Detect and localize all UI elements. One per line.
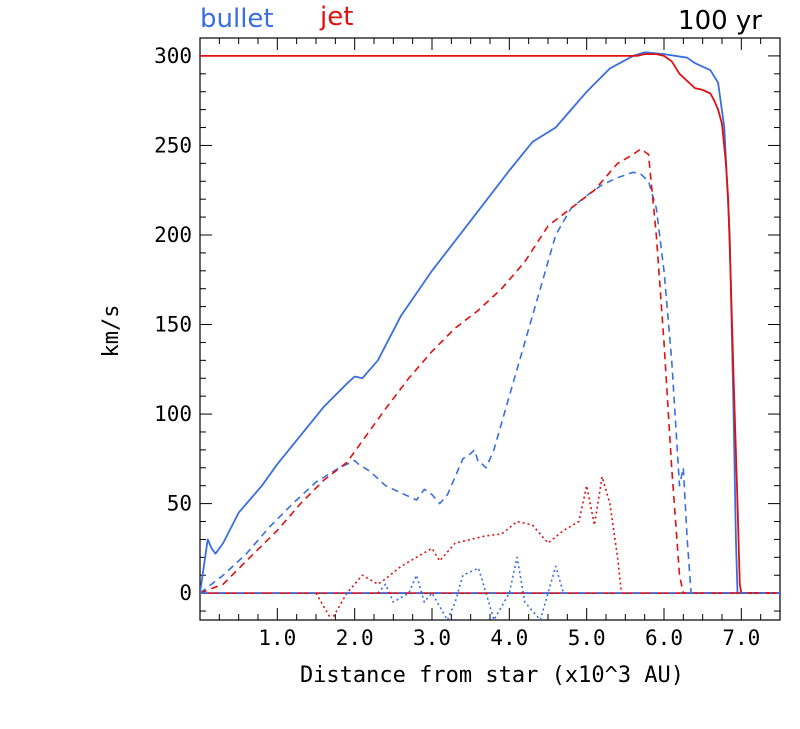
legend-jet: jet (319, 2, 353, 32)
plot-frame (199, 37, 781, 621)
y-axis-label: km/s (99, 305, 124, 358)
series-line-0 (200, 51, 780, 594)
axis-ticks (200, 38, 780, 620)
series-line-5 (315, 475, 623, 620)
y-tick-label: 200 (154, 223, 192, 247)
series-line-3 (200, 148, 780, 594)
x-tick-label: 2.0 (336, 626, 374, 650)
x-tick-label: 1.0 (258, 626, 296, 650)
axis-tick-labels: 1.0 2.0 3.0 4.0 5.0 6.0 7.0 0 50 100 150 200 250 300 (154, 44, 760, 650)
y-tick-label: 250 (154, 133, 192, 157)
series-line-1 (200, 53, 780, 594)
x-axis-label: Distance from star (x10^3 AU) (300, 663, 684, 688)
series-line-4 (377, 556, 565, 620)
y-tick-label: 0 (179, 581, 192, 605)
x-tick-label: 3.0 (413, 626, 451, 650)
y-tick-label: 300 (154, 44, 192, 68)
x-tick-label: 6.0 (645, 626, 683, 650)
y-tick-label: 150 (154, 313, 192, 337)
x-tick-label: 7.0 (722, 626, 760, 650)
x-tick-label: 4.0 (490, 626, 528, 650)
y-tick-label: 50 (167, 492, 192, 516)
x-tick-label: 5.0 (568, 626, 606, 650)
y-tick-label: 100 (154, 402, 192, 426)
series-line-2 (200, 171, 780, 594)
legend-bullet: bullet (200, 4, 274, 34)
series-layer (200, 51, 780, 620)
time-label: 100 yr (678, 6, 762, 36)
